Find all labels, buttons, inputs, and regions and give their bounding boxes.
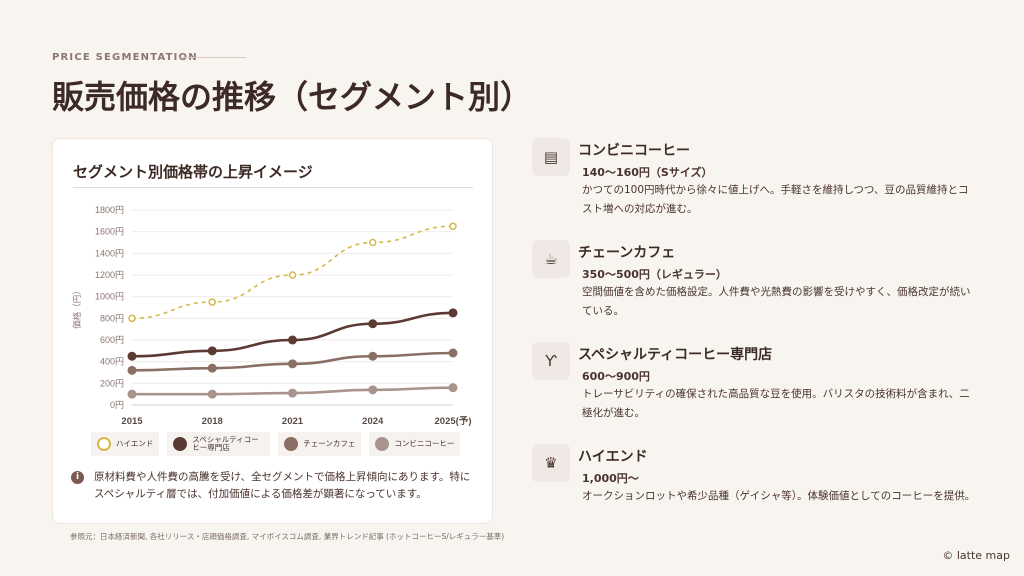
legend-item: コンビニコーヒー xyxy=(369,432,461,456)
chart-card: セグメント別価格帯の上昇イメージ 0円 200円 400円 600円 800円 1000円… xyxy=(52,138,493,524)
data-point xyxy=(448,383,458,393)
data-point xyxy=(449,222,457,230)
legend-label: ハイエンド xyxy=(116,438,154,448)
note-text: 原材料費や人件費の高騰を受け、全セグメントで価格上昇傾向にあります。特にスペシャ… xyxy=(94,471,471,500)
data-point xyxy=(127,351,137,361)
data-point xyxy=(207,363,217,373)
x-tick-label: 2015 xyxy=(121,416,143,427)
chart-note: i 原材料費や人件費の高騰を受け、全セグメントで価格上昇傾向にあります。特にスペ… xyxy=(71,469,471,503)
data-point xyxy=(127,389,137,399)
data-point xyxy=(288,271,297,279)
segment-name: コンビニコーヒー xyxy=(578,143,690,159)
segment-name: スペシャルティコーヒー専門店 xyxy=(578,347,773,363)
x-tick-label: 2024 xyxy=(362,416,384,427)
segment-description: オークションロットや希少品種（ゲイシャ等）。体験価値としてのコーヒーを提供。 xyxy=(582,490,976,502)
data-point xyxy=(207,346,217,356)
coffee-cup-icon: ☕ xyxy=(532,240,570,278)
data-point xyxy=(207,389,217,399)
x-tick-label: 2021 xyxy=(282,416,304,427)
segment-price: 140〜160円（Sサイズ） xyxy=(582,166,713,179)
copyright: © latte map xyxy=(942,549,1010,562)
y-tick-label: 1600円 xyxy=(95,227,124,237)
y-tick-label: 1800円 xyxy=(95,205,124,215)
data-point xyxy=(448,308,458,318)
y-tick-label: 800円 xyxy=(100,313,124,323)
info-icon: i xyxy=(71,471,84,484)
line-chart: 0円 200円 400円 600円 800円 1000円 1200円 1400円 1600円 18… xyxy=(72,205,472,427)
y-tick-label: 1000円 xyxy=(95,292,124,302)
legend-item: チェーンカフェ xyxy=(278,432,362,456)
data-point xyxy=(128,314,136,323)
chart-title: セグメント別価格帯の上昇イメージ xyxy=(73,163,313,181)
store-icon: ▤ xyxy=(532,138,570,176)
data-point xyxy=(369,238,377,247)
source-citation: 参照元：日本経済新聞, 各社リリース・店頭価格調査, マイボイスコム調査, 業界… xyxy=(70,532,505,541)
x-tick-label: 2025(予) xyxy=(435,416,472,427)
legend-swatch xyxy=(173,437,188,451)
page-title: 販売価格の推移（セグメント別） xyxy=(52,78,533,116)
segment-price: 350〜500円（レギュラー） xyxy=(582,268,727,281)
legend-swatch xyxy=(375,437,390,451)
x-tick-label: 2018 xyxy=(202,416,223,427)
series-line xyxy=(131,311,454,358)
segment-description: トレーサビリティの確保された高品質な豆を使用。バリスタの技術料が含まれ、二極化が… xyxy=(582,388,970,419)
crown-icon: ♛ xyxy=(532,444,570,482)
legend-label: スペシャルティコーヒー専門店 xyxy=(192,434,259,452)
y-tick-label: 600円 xyxy=(100,335,124,345)
y-tick-label: 1200円 xyxy=(95,270,124,280)
legend-label: コンビニコーヒー xyxy=(394,438,455,448)
legend-item: ハイエンド xyxy=(91,432,160,456)
chart-title-divider xyxy=(73,187,473,188)
data-point xyxy=(288,359,297,369)
y-tick-label: 200円 xyxy=(100,378,124,388)
segment-description: 空間価値を含めた価格設定。人件費や光熱費の影響を受けやすく、価格改定が続いている… xyxy=(582,286,971,317)
data-point xyxy=(368,319,378,329)
data-point xyxy=(448,348,458,358)
data-point xyxy=(208,298,216,306)
legend-swatch xyxy=(284,437,299,451)
data-point xyxy=(127,365,137,375)
legend-item: スペシャルティコーヒー専門店 xyxy=(167,432,271,456)
section-kicker: PRICE SEGMENTATION xyxy=(52,52,198,63)
chart-legend: ハイエンド スペシャルティコーヒー専門店 チェーンカフェ コンビニコーヒー xyxy=(91,432,461,456)
y-tick-label: 400円 xyxy=(100,357,124,367)
legend-swatch xyxy=(97,437,111,451)
y-tick-label: 0円 xyxy=(110,400,124,410)
data-point xyxy=(368,385,378,395)
legend-label: チェーンカフェ xyxy=(303,438,356,448)
data-point xyxy=(288,335,297,345)
segment-name: ハイエンド xyxy=(578,449,648,465)
segment-price: 1,000円〜 xyxy=(582,472,639,485)
segment-description: かつての100円時代から徐々に値上げへ。手軽さを維持しつつ、豆の品質維持とコスト… xyxy=(582,184,969,215)
sprout-icon: Ƴ xyxy=(532,342,570,380)
y-tick-label: 1400円 xyxy=(95,248,124,258)
data-point xyxy=(288,388,297,398)
segment-name: チェーンカフェ xyxy=(578,245,676,261)
y-axis-label: 価格（円） xyxy=(72,286,83,329)
data-point xyxy=(368,351,378,361)
kicker-divider xyxy=(180,57,246,58)
segment-price: 600〜900円 xyxy=(582,370,650,383)
